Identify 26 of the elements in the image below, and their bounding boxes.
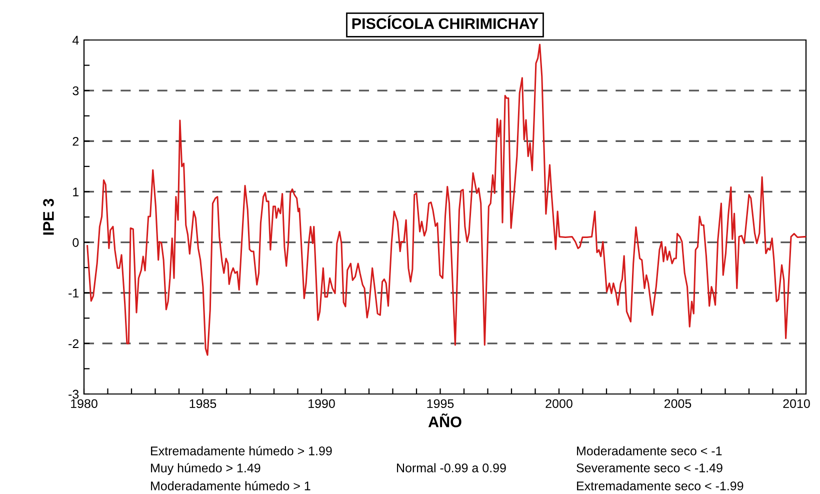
y-tick-label: 0 [72, 238, 79, 247]
y-tick-label: 2 [72, 136, 79, 146]
x-tick-label: 1995 [427, 399, 454, 408]
y-tick-label: -2 [68, 339, 79, 348]
y-tick-label: -3 [68, 390, 79, 399]
text: Severamente seco < -1.49 [576, 464, 722, 472]
y-tick-label: 4 [72, 36, 79, 45]
text: Extremadamente seco < -1.99 [577, 481, 744, 490]
text: Normal -0.99 a 0.99 [397, 463, 506, 472]
y-tick-label: -1 [68, 288, 79, 298]
y-axis-title: IPE 3 [43, 198, 54, 235]
x-tick-label: 2010 [783, 399, 810, 408]
line-series [86, 44, 806, 356]
x-tick-label: 2005 [664, 399, 692, 408]
chart-title: PISCÍCOLA CHIRIMICHAY [352, 15, 538, 30]
y-tick-label: 1 [73, 188, 79, 196]
x-tick-label: 1985 [190, 399, 216, 408]
text: Moderadamente seco < -1 [577, 446, 722, 456]
x-tick-label: 1980 [71, 399, 98, 408]
x-tick-label: 1990 [308, 399, 335, 408]
y-tick-label: 3 [72, 86, 79, 96]
x-axis-title: AÑO [428, 414, 462, 428]
text: Extremadamente húmedo > 1.99 [151, 446, 332, 456]
x-tick-label: 2000 [546, 399, 572, 408]
text: Muy húmedo > 1.49 [151, 463, 260, 475]
text: Moderadamente húmedo > 1 [151, 481, 310, 490]
